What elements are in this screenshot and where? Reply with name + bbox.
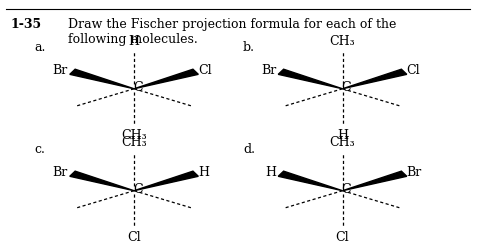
Text: CH₃: CH₃ [121,129,147,142]
Text: H: H [265,166,276,179]
Text: Br: Br [407,166,422,179]
Polygon shape [134,171,199,191]
Text: C: C [341,183,351,196]
Text: Draw the Fischer projection formula for each of the
following molecules.: Draw the Fischer projection formula for … [68,18,396,46]
Text: H: H [337,129,348,142]
Text: C: C [133,183,142,196]
Text: C: C [133,81,142,94]
Polygon shape [278,69,342,89]
Polygon shape [278,171,342,191]
Text: Cl: Cl [127,231,141,244]
Text: b.: b. [243,41,255,54]
Text: c.: c. [35,143,45,156]
Polygon shape [70,171,134,191]
Polygon shape [70,69,134,89]
Polygon shape [134,69,199,89]
Text: Br: Br [261,64,276,77]
Text: a.: a. [35,41,46,54]
Text: Br: Br [53,64,68,77]
Text: Cl: Cl [198,64,212,77]
Text: Cl: Cl [407,64,420,77]
Text: C: C [341,81,351,94]
Text: Cl: Cl [336,231,349,244]
Text: H: H [128,34,140,48]
Polygon shape [342,171,407,191]
Text: d.: d. [243,143,255,156]
Text: CH₃: CH₃ [121,136,147,150]
Text: H: H [198,166,209,179]
Text: Br: Br [53,166,68,179]
Text: CH₃: CH₃ [330,34,355,48]
Text: CH₃: CH₃ [330,136,355,150]
Text: 1-35: 1-35 [11,18,42,31]
Polygon shape [342,69,407,89]
